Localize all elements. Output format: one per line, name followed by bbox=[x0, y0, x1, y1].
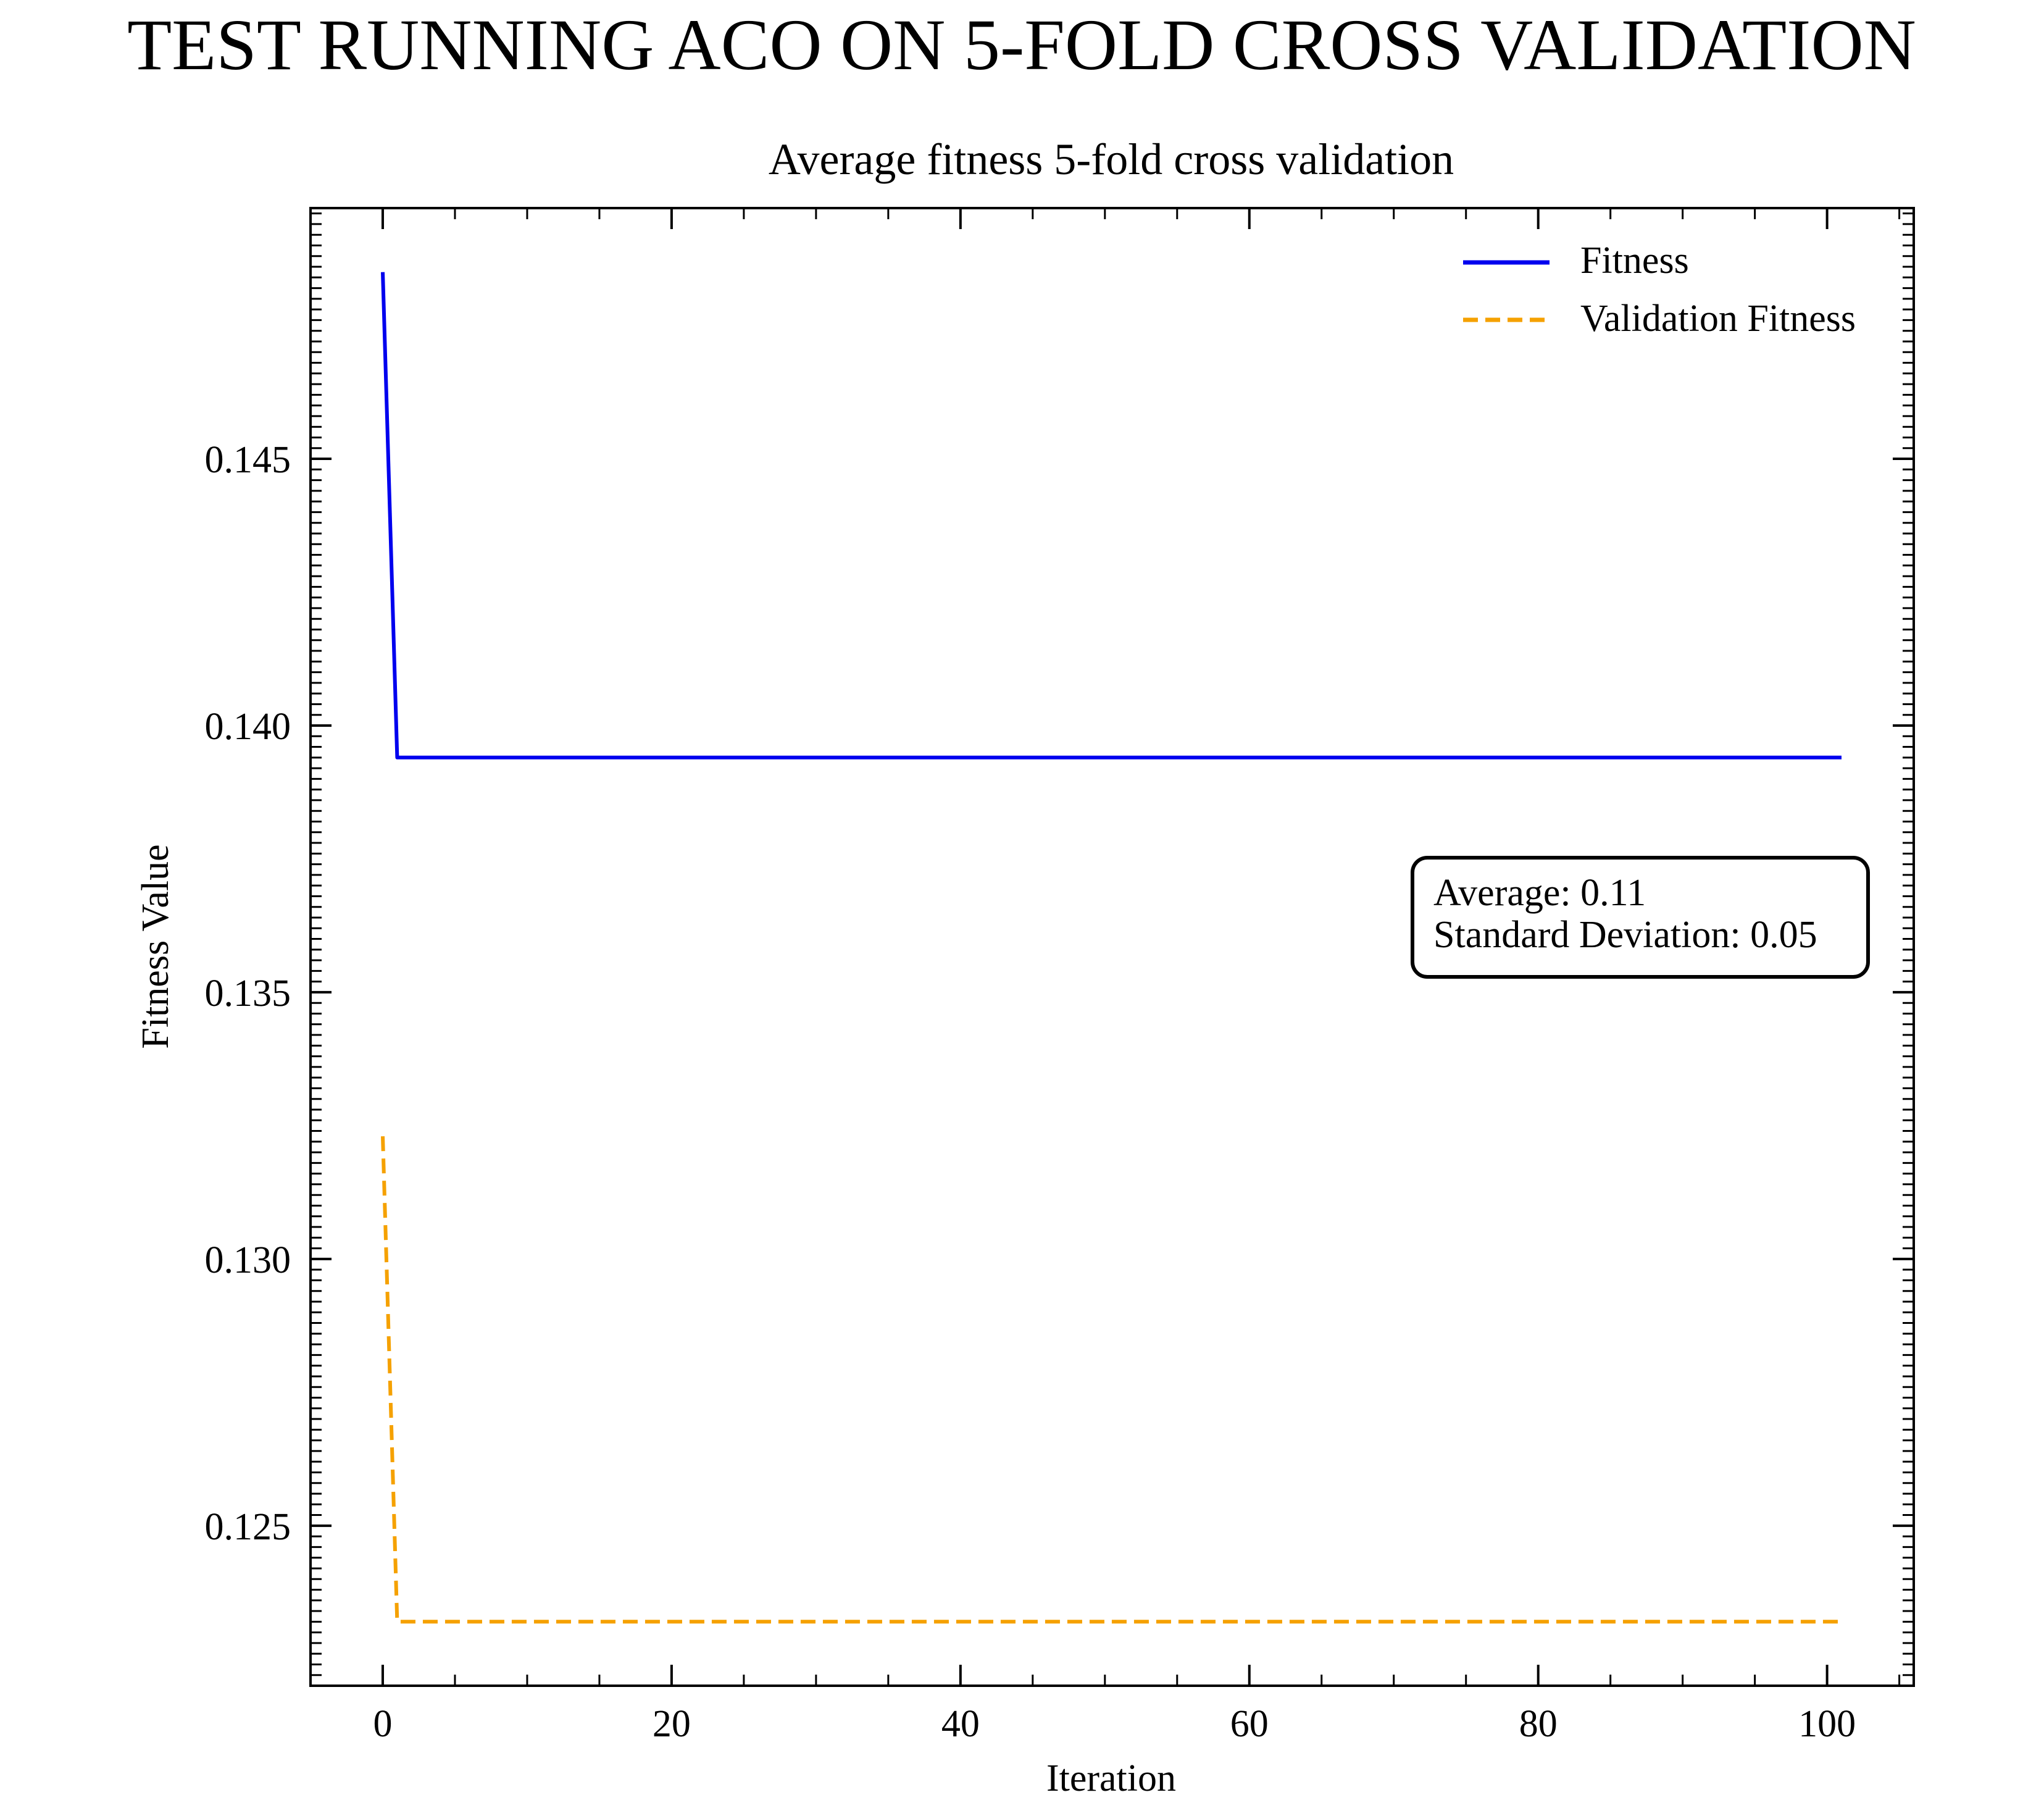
legend-label-validation-fitness: Validation Fitness bbox=[1580, 298, 1856, 340]
x-axis-label: Iteration bbox=[1046, 1757, 1176, 1799]
x-tick-label: 0 bbox=[373, 1703, 392, 1745]
x-axis: 0 20 40 60 80 100 bbox=[309, 208, 1901, 1745]
stats-annotation: Average: 0.11 Standard Deviation: 0.05 bbox=[1411, 856, 1870, 979]
y-tick-label: 0.125 bbox=[205, 1506, 291, 1548]
y-tick-label: 0.140 bbox=[205, 706, 291, 748]
y-axis: 0.125 0.130 0.135 0.140 0.145 bbox=[205, 212, 1914, 1676]
stats-average: Average: 0.11 bbox=[1433, 872, 1646, 914]
y-tick-label: 0.135 bbox=[205, 973, 291, 1015]
series-line-validation-fitness bbox=[381, 1136, 1842, 1624]
x-tick-label: 20 bbox=[653, 1703, 691, 1745]
plot-frame bbox=[309, 207, 1915, 1687]
stats-std-dev: Standard Deviation: 0.05 bbox=[1433, 914, 1817, 956]
x-tick-label: 40 bbox=[941, 1703, 980, 1745]
suptitle: TEST RUNNING ACO ON 5-FOLD CROSS VALIDAT… bbox=[127, 4, 1916, 85]
series-layer bbox=[381, 272, 1842, 1624]
chart-title: Average fitness 5-fold cross validation bbox=[769, 135, 1454, 184]
x-tick-label: 60 bbox=[1230, 1703, 1269, 1745]
series-line-fitness bbox=[381, 272, 1842, 760]
x-tick-label: 80 bbox=[1519, 1703, 1558, 1745]
x-tick-label: 100 bbox=[1798, 1703, 1856, 1745]
y-tick-label: 0.130 bbox=[205, 1239, 291, 1281]
y-tick-label: 0.145 bbox=[205, 439, 291, 481]
y-axis-label: Fitness Value bbox=[135, 844, 177, 1048]
legend: Fitness Validation Fitness bbox=[1463, 240, 1856, 340]
stats-box bbox=[1411, 856, 1870, 979]
legend-label-fitness: Fitness bbox=[1580, 240, 1689, 282]
